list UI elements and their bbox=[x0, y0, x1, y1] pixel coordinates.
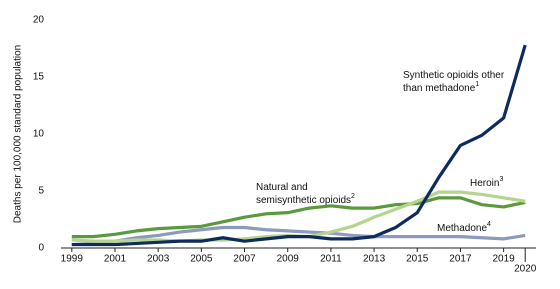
series-line bbox=[71, 196, 526, 239]
series-label-superscript: 4 bbox=[487, 221, 491, 228]
series-label: Natural and bbox=[256, 182, 308, 193]
series-label-superscript: 1 bbox=[475, 81, 479, 88]
series-label-text: semisynthetic opioids bbox=[256, 195, 351, 206]
series-line bbox=[71, 225, 526, 247]
series-label-text: Synthetic opioids other bbox=[403, 70, 505, 81]
series-label: Synthetic opioids other bbox=[403, 70, 505, 81]
series-label: than methadone1 bbox=[403, 81, 479, 94]
series-label-text: than methadone bbox=[403, 83, 476, 94]
series-label-superscript: 2 bbox=[351, 193, 355, 200]
x-tick-label: 2015 bbox=[406, 254, 429, 265]
x-tick-label: 2007 bbox=[233, 254, 256, 265]
x-tick-label: 2003 bbox=[147, 254, 170, 265]
x-tick-label: 2001 bbox=[104, 254, 127, 265]
x-tick-label: 1999 bbox=[61, 254, 84, 265]
x-tick-label: 2020 bbox=[514, 264, 537, 275]
series-label: Methadone4 bbox=[437, 221, 491, 234]
y-tick-label: 10 bbox=[33, 129, 45, 140]
y-tick-label: 0 bbox=[38, 243, 44, 254]
series-label: semisynthetic opioids2 bbox=[256, 193, 355, 206]
y-tick-label: 5 bbox=[38, 186, 44, 197]
series-label: Heroin3 bbox=[470, 176, 503, 189]
y-tick-label: 15 bbox=[33, 72, 45, 83]
series-label-text: Natural and bbox=[256, 182, 308, 193]
x-tick-label: 2019 bbox=[492, 254, 515, 265]
series-label-text: Heroin bbox=[470, 178, 499, 189]
x-tick-label: 2009 bbox=[277, 254, 300, 265]
y-axis-label: Deaths per 100,000 standard population bbox=[13, 45, 24, 223]
x-tick-label: 2011 bbox=[320, 254, 342, 265]
y-tick-label: 20 bbox=[33, 15, 45, 26]
series-line bbox=[71, 44, 527, 247]
x-tick-label: 2017 bbox=[449, 254, 472, 265]
x-tick-label: 2013 bbox=[363, 254, 386, 265]
series-label-superscript: 3 bbox=[499, 176, 503, 183]
series-label-text: Methadone bbox=[437, 223, 487, 234]
x-tick-label: 2005 bbox=[190, 254, 213, 265]
